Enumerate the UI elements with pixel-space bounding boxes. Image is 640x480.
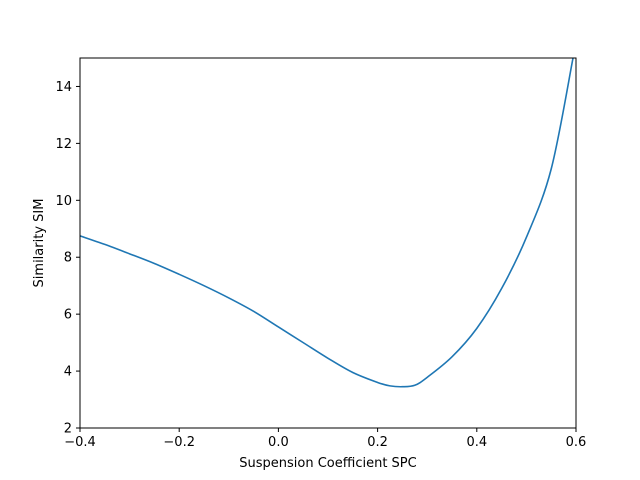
- y-axis-label: Similarity SIM: [32, 199, 47, 288]
- y-tick-label: 8: [64, 251, 72, 266]
- plot-area: [80, 58, 576, 428]
- series-line: [80, 58, 574, 388]
- plot-frame: [79, 57, 577, 429]
- y-tick-label: 12: [55, 137, 72, 152]
- x-tick-label: 0.6: [566, 435, 587, 450]
- y-tick-label: 4: [64, 365, 72, 380]
- x-tick-label: 0.4: [466, 435, 487, 450]
- y-axis-ticks: 2 4 6 8 10 12 14: [55, 80, 80, 437]
- x-axis-ticks: −0.4 −0.2 0.0 0.2 0.4 0.6: [64, 428, 586, 450]
- y-tick-label: 10: [55, 194, 72, 209]
- x-tick-label: −0.2: [163, 435, 195, 450]
- y-tick-label: 2: [64, 422, 72, 437]
- y-tick-label: 14: [55, 80, 72, 95]
- x-tick-label: 0.2: [367, 435, 388, 450]
- y-tick-label: 6: [64, 308, 72, 323]
- series-layer: [80, 58, 574, 388]
- x-tick-label: −0.4: [64, 435, 96, 450]
- x-tick-label: 0.0: [268, 435, 289, 450]
- x-axis-label: Suspension Coefficient SPC: [239, 456, 416, 471]
